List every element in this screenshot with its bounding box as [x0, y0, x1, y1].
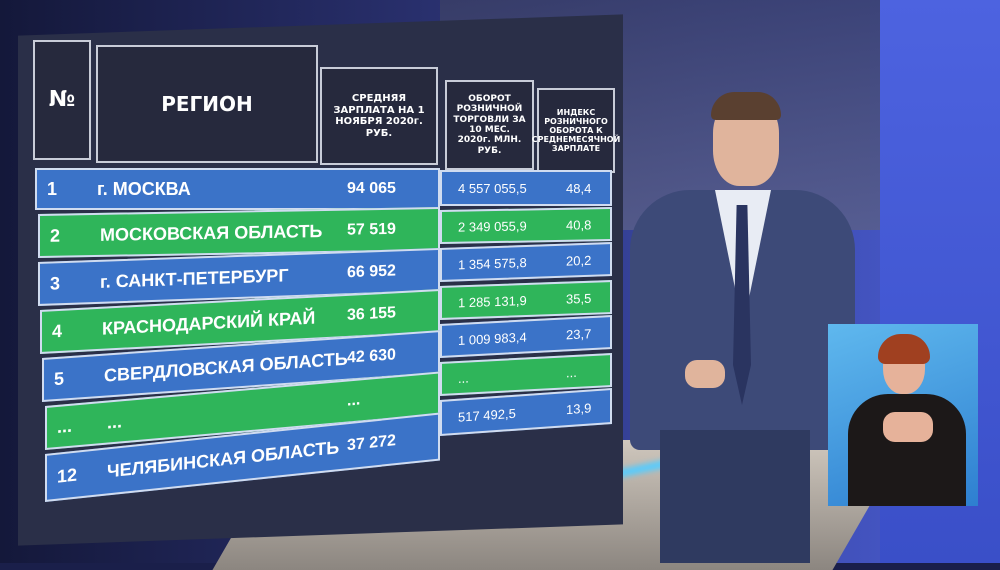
row-region: МОСКОВСКАЯ ОБЛАСТЬ	[100, 220, 323, 245]
header-region: РЕГИОН	[96, 45, 318, 163]
row-region: КРАСНОДАРСКИЙ КРАЙ	[102, 307, 316, 339]
row-index: 35,5	[566, 290, 592, 307]
row-turnover: ...	[458, 369, 469, 386]
row-turnover: 4 557 055,5	[458, 180, 527, 196]
row-salary: 37 272	[347, 432, 396, 455]
row-num: 3	[50, 272, 61, 294]
row-region: г. МОСКВА	[97, 178, 191, 199]
row-num: 5	[54, 367, 65, 389]
row-num: 4	[52, 320, 63, 341]
row-region: ...	[107, 410, 123, 433]
row-turnover: 517 492,5	[458, 405, 516, 425]
header-turnover: ОБОРОТ РОЗНИЧНОЙ ТОРГОВЛИ ЗА 10 МЕС. 202…	[445, 80, 534, 170]
row-region: г. САНКТ-ПЕТЕРБУРГ	[100, 264, 289, 292]
table-row: 1 г. МОСКВА 94 065	[35, 168, 440, 210]
row-index: ...	[566, 364, 577, 380]
sign-language-interpreter	[828, 324, 978, 506]
row-salary: 66 952	[347, 262, 396, 282]
row-turnover: 1 009 983,4	[458, 328, 527, 348]
table-row-right: 1 354 575,8 20,2	[440, 241, 612, 282]
table-row-right: 4 557 055,5 48,4	[440, 170, 612, 206]
header-salary: СРЕДНЯЯ ЗАРПЛАТА НА 1 НОЯБРЯ 2020г. РУБ.	[320, 67, 438, 165]
row-region: СВЕРДЛОВСКАЯ ОБЛАСТЬ	[104, 348, 348, 386]
row-salary: ...	[347, 391, 361, 410]
header-num: №	[33, 40, 91, 160]
row-num: 12	[57, 464, 78, 487]
row-salary: 94 065	[347, 180, 396, 197]
row-salary: 57 519	[347, 220, 396, 239]
row-turnover: 2 349 055,9	[458, 217, 527, 235]
row-salary: 42 630	[347, 346, 396, 367]
row-num: 2	[50, 225, 61, 246]
row-turnover: 1 285 131,9	[458, 292, 527, 310]
table-row-right: 2 349 055,9 40,8	[440, 206, 612, 244]
row-index: 13,9	[566, 399, 592, 417]
row-num: ...	[57, 415, 73, 437]
header-index: ИНДЕКС РОЗНИЧНОГО ОБОРОТА К СРЕДНЕМЕСЯЧН…	[532, 88, 620, 173]
row-index: 40,8	[566, 216, 592, 233]
row-index: 20,2	[566, 252, 592, 269]
row-index: 48,4	[566, 180, 592, 196]
table-row-right: 1 285 131,9 35,5	[440, 279, 612, 320]
row-index: 23,7	[566, 325, 592, 342]
presenter	[625, 90, 860, 563]
row-salary: 36 155	[347, 304, 396, 324]
row-turnover: 1 354 575,8	[458, 254, 527, 272]
row-num: 1	[47, 178, 58, 199]
